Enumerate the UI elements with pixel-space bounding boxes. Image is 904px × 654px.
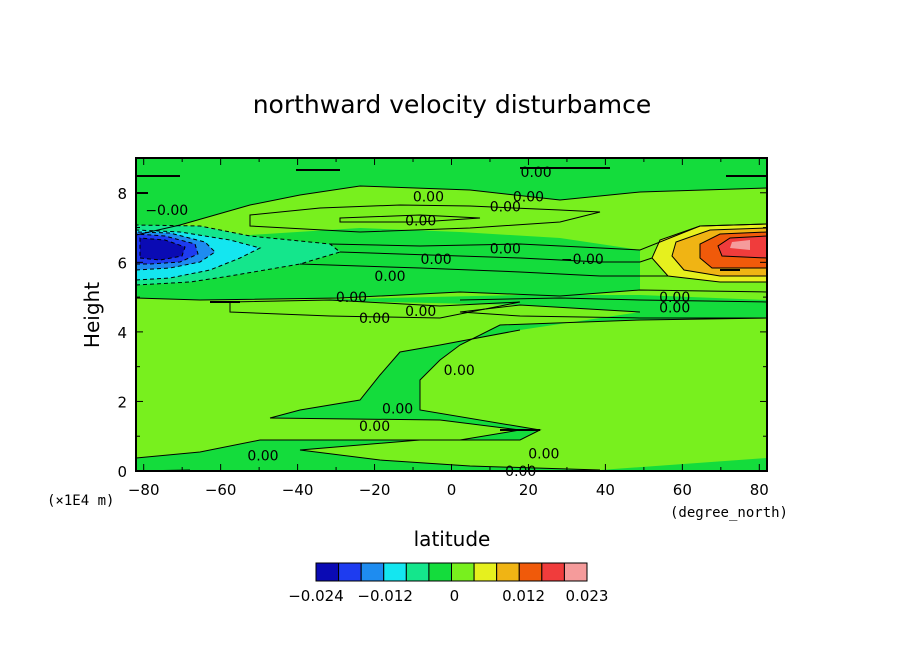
contour-label: 0.00: [521, 165, 552, 181]
y-tick-label: 8: [117, 185, 127, 203]
x-tick-label: 20: [519, 481, 538, 499]
contour-line: [717, 235, 767, 259]
contour-line: [651, 223, 767, 283]
contour-label: 0.00: [444, 363, 475, 379]
colorbar-swatch: [496, 562, 520, 582]
contour-label: 0.00: [659, 301, 690, 317]
x-tick-label: 40: [596, 481, 615, 499]
x-tick-label: −20: [359, 481, 391, 499]
contour-label: 0.00: [421, 252, 452, 268]
contour-line-dashed: [136, 233, 199, 265]
contour-segments: [136, 167, 767, 431]
contour-label: 0.00: [359, 419, 390, 435]
colorbar-swatch: [541, 562, 565, 582]
contour-label: 0.00: [528, 447, 559, 463]
colorbar-swatch: [428, 562, 452, 582]
contour-line: [136, 289, 767, 301]
colorbar-swatch: [451, 562, 475, 582]
positive-region-peak: [730, 240, 750, 250]
x-tick-label: 0: [447, 481, 457, 499]
contour-label: 0.00: [513, 189, 544, 205]
x-tick-label: 80: [750, 481, 769, 499]
colorbar-swatch: [405, 562, 430, 582]
contour-label: −0.00: [561, 252, 604, 268]
colorbar-swatch: [473, 562, 498, 582]
contour-line: [299, 263, 668, 277]
y-tick-label: 0: [117, 463, 127, 481]
colorbar-swatch: [360, 562, 385, 582]
contour-labels: 0.000.00 0.000.00−0.000.000.000.00 −0.000.…: [145, 165, 690, 480]
contour-label: 0.00: [336, 290, 367, 306]
x-tick-label: −80: [128, 481, 160, 499]
contour-label: 0.00: [405, 214, 436, 230]
chart-title: northward velocity disturbamce: [253, 90, 652, 119]
plot-area: 0.000.00 0.000.00−0.000.000.000.00 −0.000.…: [117, 157, 769, 499]
contour-label: −0.00: [145, 203, 188, 219]
colorbar-swatch: [315, 562, 340, 582]
x-tick-label: −60: [205, 481, 237, 499]
contour-fill: [136, 158, 767, 471]
contour-line-dashed: [139, 237, 186, 261]
contour-line: [339, 251, 653, 263]
contour-lines: [136, 185, 767, 471]
x-tick-label: 60: [673, 481, 692, 499]
y-tick-label: 6: [117, 254, 127, 272]
y-tick-label: 4: [117, 324, 127, 342]
contour-label: 0.00: [405, 304, 436, 320]
colorbar-tick-label: −0.012: [357, 587, 413, 605]
colorbar-tick-label: 0.012: [502, 587, 545, 605]
y-axis-units: (×1E4 m): [47, 493, 114, 509]
contour-line: [136, 185, 767, 236]
x-tick-label: −40: [282, 481, 314, 499]
colorbar-tick-label: −0.024: [288, 587, 344, 605]
contour-line: [459, 297, 767, 319]
x-axis-label: latitude: [414, 527, 491, 551]
contour-label: 0.00: [382, 401, 413, 417]
colorbar-tick-label: 0.023: [566, 587, 609, 605]
y-axis-label: Height: [80, 282, 104, 348]
colorbar-swatch: [563, 562, 588, 582]
contour-line: [249, 204, 601, 233]
contour-line: [339, 214, 481, 223]
contour-line: [671, 227, 767, 277]
colorbar-swatch: [338, 562, 362, 582]
contour-line: [699, 231, 767, 269]
contour-label: 0.00: [490, 200, 521, 216]
contour-label: 0.00: [247, 448, 278, 464]
contour-label: 0.00: [413, 189, 444, 205]
contour-label: 0.00: [374, 269, 405, 285]
contour-line: [269, 329, 521, 419]
colorbar-swatch: [383, 562, 407, 582]
colorbar-swatch: [518, 562, 543, 582]
field-band-mid: [136, 295, 767, 471]
contour-label: 0.00: [490, 241, 521, 257]
colorbar-tick-label: 0: [450, 587, 460, 605]
contour-line: [299, 317, 767, 471]
axis-ticks: −80 −60 −40 −20 0 20 40 60 80 0 2 4 6 8: [117, 157, 769, 499]
contour-label: 0.00: [659, 290, 690, 306]
x-axis-units: (degree_north): [670, 505, 788, 521]
contour-label: 0.00: [359, 311, 390, 327]
negative-contours: [136, 224, 342, 286]
y-tick-label: 2: [117, 393, 127, 411]
colorbar: −0.024 −0.012 0 0.012 0.023: [288, 562, 609, 605]
contour-line: [136, 417, 521, 459]
field-band-upper: [136, 158, 767, 235]
